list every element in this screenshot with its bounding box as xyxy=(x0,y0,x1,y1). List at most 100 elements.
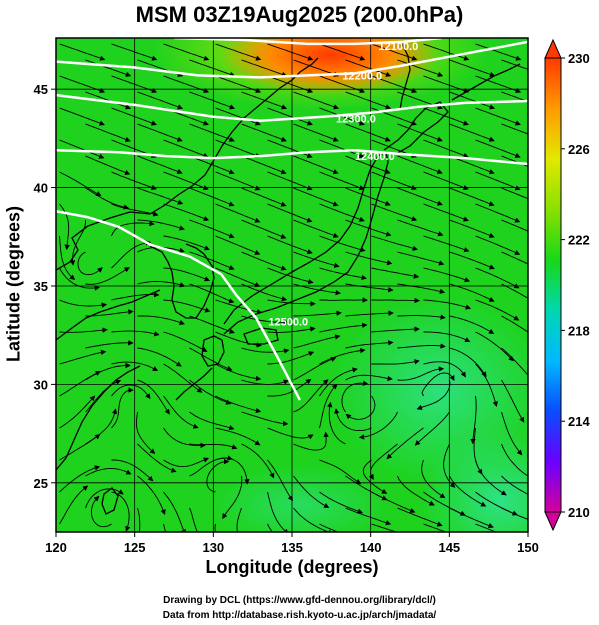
streamline-230 xyxy=(85,379,122,413)
streamline-204 xyxy=(267,351,315,365)
streamline-74 xyxy=(293,155,339,175)
streamline-216 xyxy=(397,366,445,381)
streamline-178 xyxy=(501,315,528,333)
y-tick-label: 30 xyxy=(34,377,48,392)
streamline-185 xyxy=(319,322,368,333)
streamline-225 xyxy=(319,367,358,397)
x-tick-label: 145 xyxy=(438,540,460,555)
streamline-21 xyxy=(111,75,158,94)
streamline-20 xyxy=(59,75,106,94)
streamline-293 xyxy=(236,507,242,532)
streamline-112 xyxy=(189,219,235,239)
streamline-309 xyxy=(527,523,528,525)
streamline-83 xyxy=(215,171,261,191)
streamline-207 xyxy=(423,361,466,378)
streamline-28 xyxy=(475,75,522,94)
streamline-182 xyxy=(163,331,208,352)
streamline-240 xyxy=(59,395,96,429)
streamline-217 xyxy=(416,379,451,410)
streamline-154 xyxy=(293,283,341,296)
streamline-254 xyxy=(293,431,329,451)
streamline-127 xyxy=(423,235,470,253)
streamline-1 xyxy=(111,43,158,61)
streamline-57 xyxy=(449,123,495,142)
streamline-208 xyxy=(475,363,498,407)
streamline-33 xyxy=(241,91,288,110)
streamline-95 xyxy=(345,187,391,206)
streamline-228 xyxy=(470,395,477,445)
streamline-174 xyxy=(293,310,342,317)
streamline-31 xyxy=(137,91,184,110)
streamline-115 xyxy=(345,219,392,237)
streamline-184 xyxy=(267,326,316,333)
isoheight-contours: 12100.0 12200.0 12300.0 12400.0 12500.0 xyxy=(56,38,528,401)
streamline-143 xyxy=(215,267,261,288)
coast-ryukyu xyxy=(175,367,213,401)
coast-korea xyxy=(149,243,215,319)
streamline-267 xyxy=(421,459,446,499)
streamline-6 xyxy=(371,43,418,61)
x-tick-label: 130 xyxy=(202,540,224,555)
streamline-90 xyxy=(85,187,130,210)
streamline-218 xyxy=(501,379,525,423)
streamline-35 xyxy=(345,91,392,110)
streamline-245 xyxy=(319,383,338,429)
streamline-304 xyxy=(267,523,273,532)
streamline-97 xyxy=(449,187,495,207)
streamline-280 xyxy=(59,465,101,493)
colorbar-scale xyxy=(544,57,562,513)
streamline-23 xyxy=(215,75,262,94)
streamline-187 xyxy=(423,331,471,343)
streamline-27 xyxy=(423,75,470,94)
streamline-201 xyxy=(111,361,159,372)
streamline-193 xyxy=(241,347,290,354)
streamline-281 xyxy=(111,491,131,532)
streamline-144 xyxy=(267,267,314,285)
streamline-82 xyxy=(163,171,209,191)
streamline-195 xyxy=(345,340,394,349)
streamline-94 xyxy=(293,187,339,207)
graticule xyxy=(56,38,528,532)
streamline-135 xyxy=(345,251,393,266)
streamline-67 xyxy=(423,139,469,158)
streamline-214 xyxy=(293,356,337,381)
streamline-34 xyxy=(293,91,340,110)
streamline-167 xyxy=(423,299,472,310)
streamline-202 xyxy=(163,363,203,393)
contour-label-1: 12200.0 xyxy=(342,70,382,82)
streamline-286 xyxy=(371,491,416,513)
coast-asia-mainland xyxy=(56,57,319,271)
streamline-180 xyxy=(59,327,108,333)
streamline-58 xyxy=(501,123,528,135)
streamline-40 xyxy=(59,107,105,126)
streamline-244 xyxy=(267,427,314,440)
streamline-80 xyxy=(59,171,102,197)
streamline-43 xyxy=(215,107,261,126)
streamline-282 xyxy=(163,491,186,532)
streamline-170 xyxy=(85,309,134,317)
streamline-101 xyxy=(111,203,159,217)
streamline-128 xyxy=(475,235,521,255)
contour-line-2 xyxy=(56,93,528,122)
streamline-71 xyxy=(137,155,183,174)
coast-honshu xyxy=(223,151,389,335)
streamline-300 xyxy=(59,485,89,525)
streamline-85 xyxy=(319,171,365,191)
streamline-160 xyxy=(59,299,108,308)
streamline-132 xyxy=(189,251,235,270)
contour-line-0 xyxy=(173,38,442,46)
colorbar: 230 226 222 218 214 210 xyxy=(544,38,590,532)
streamline-13 xyxy=(241,59,288,77)
streamline-113 xyxy=(241,219,287,239)
streamline-227 xyxy=(421,372,455,397)
streamline-122 xyxy=(163,235,210,251)
streamline-41 xyxy=(111,107,157,126)
contour-line-3 xyxy=(56,148,528,166)
streamline-177 xyxy=(449,315,495,334)
streamline-136 xyxy=(397,251,445,266)
streamline-25 xyxy=(319,75,366,94)
streamline-15 xyxy=(345,59,392,77)
streamline-168 xyxy=(475,299,520,321)
streamline-246 xyxy=(333,408,372,432)
streamline-235 xyxy=(341,380,369,413)
